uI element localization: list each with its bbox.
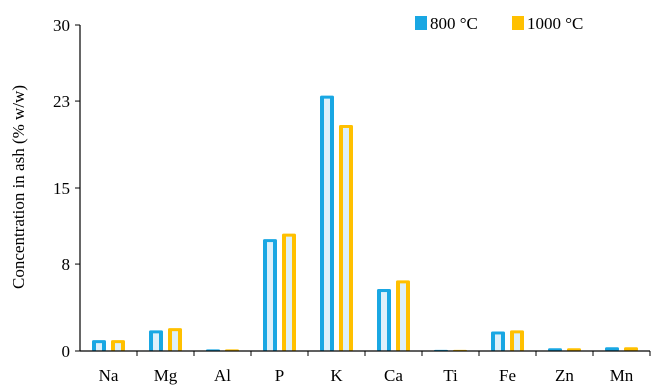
bar-highlight bbox=[96, 343, 102, 351]
x-tick-label: Mn bbox=[610, 366, 634, 385]
x-tick-label: Fe bbox=[499, 366, 516, 385]
x-tick-label: Ti bbox=[443, 366, 458, 385]
x-tick-label: Mg bbox=[154, 366, 178, 385]
legend-label-800: 800 °C bbox=[430, 14, 478, 33]
bar-mn-1000 bbox=[624, 347, 638, 351]
y-tick-label: 23 bbox=[53, 92, 70, 111]
bar-highlight bbox=[495, 334, 501, 351]
x-tick-label: Al bbox=[214, 366, 231, 385]
x-tick-label: Ca bbox=[384, 366, 403, 385]
bar-zn-1000 bbox=[567, 348, 581, 351]
y-tick-label: 15 bbox=[53, 179, 70, 198]
y-tick-label: 0 bbox=[62, 342, 71, 361]
bar-highlight bbox=[267, 242, 273, 351]
legend-label-1000: 1000 °C bbox=[527, 14, 583, 33]
bar-highlight bbox=[153, 333, 159, 351]
bar-highlight bbox=[172, 331, 178, 351]
bar-highlight bbox=[115, 343, 121, 351]
y-axis-ticks: 0 8 15 23 30 bbox=[53, 16, 80, 361]
y-axis-title: Concentration in ash (% w/w) bbox=[9, 85, 28, 289]
bar-highlight bbox=[343, 127, 349, 352]
bar-highlight bbox=[514, 333, 520, 351]
bars bbox=[92, 95, 638, 352]
x-tick-label: Zn bbox=[555, 366, 574, 385]
x-tick-label: Na bbox=[99, 366, 119, 385]
bar-mn-800 bbox=[605, 347, 619, 351]
x-tick-label: K bbox=[330, 366, 343, 385]
y-tick-label: 30 bbox=[53, 16, 70, 35]
bar-highlight bbox=[286, 236, 292, 351]
legend-swatch-1000 bbox=[512, 16, 524, 30]
x-axis-ticks: Na Mg Al P K Ca Ti Fe Zn Mn bbox=[99, 351, 651, 385]
legend: 800 °C 1000 °C bbox=[415, 14, 583, 33]
bar-zn-800 bbox=[548, 348, 562, 351]
bar-highlight bbox=[324, 98, 330, 351]
bar-highlight bbox=[381, 292, 387, 351]
x-tick-label: P bbox=[275, 366, 284, 385]
legend-swatch-800 bbox=[415, 16, 427, 30]
y-tick-label: 8 bbox=[62, 255, 71, 274]
bar-highlight bbox=[400, 283, 406, 351]
